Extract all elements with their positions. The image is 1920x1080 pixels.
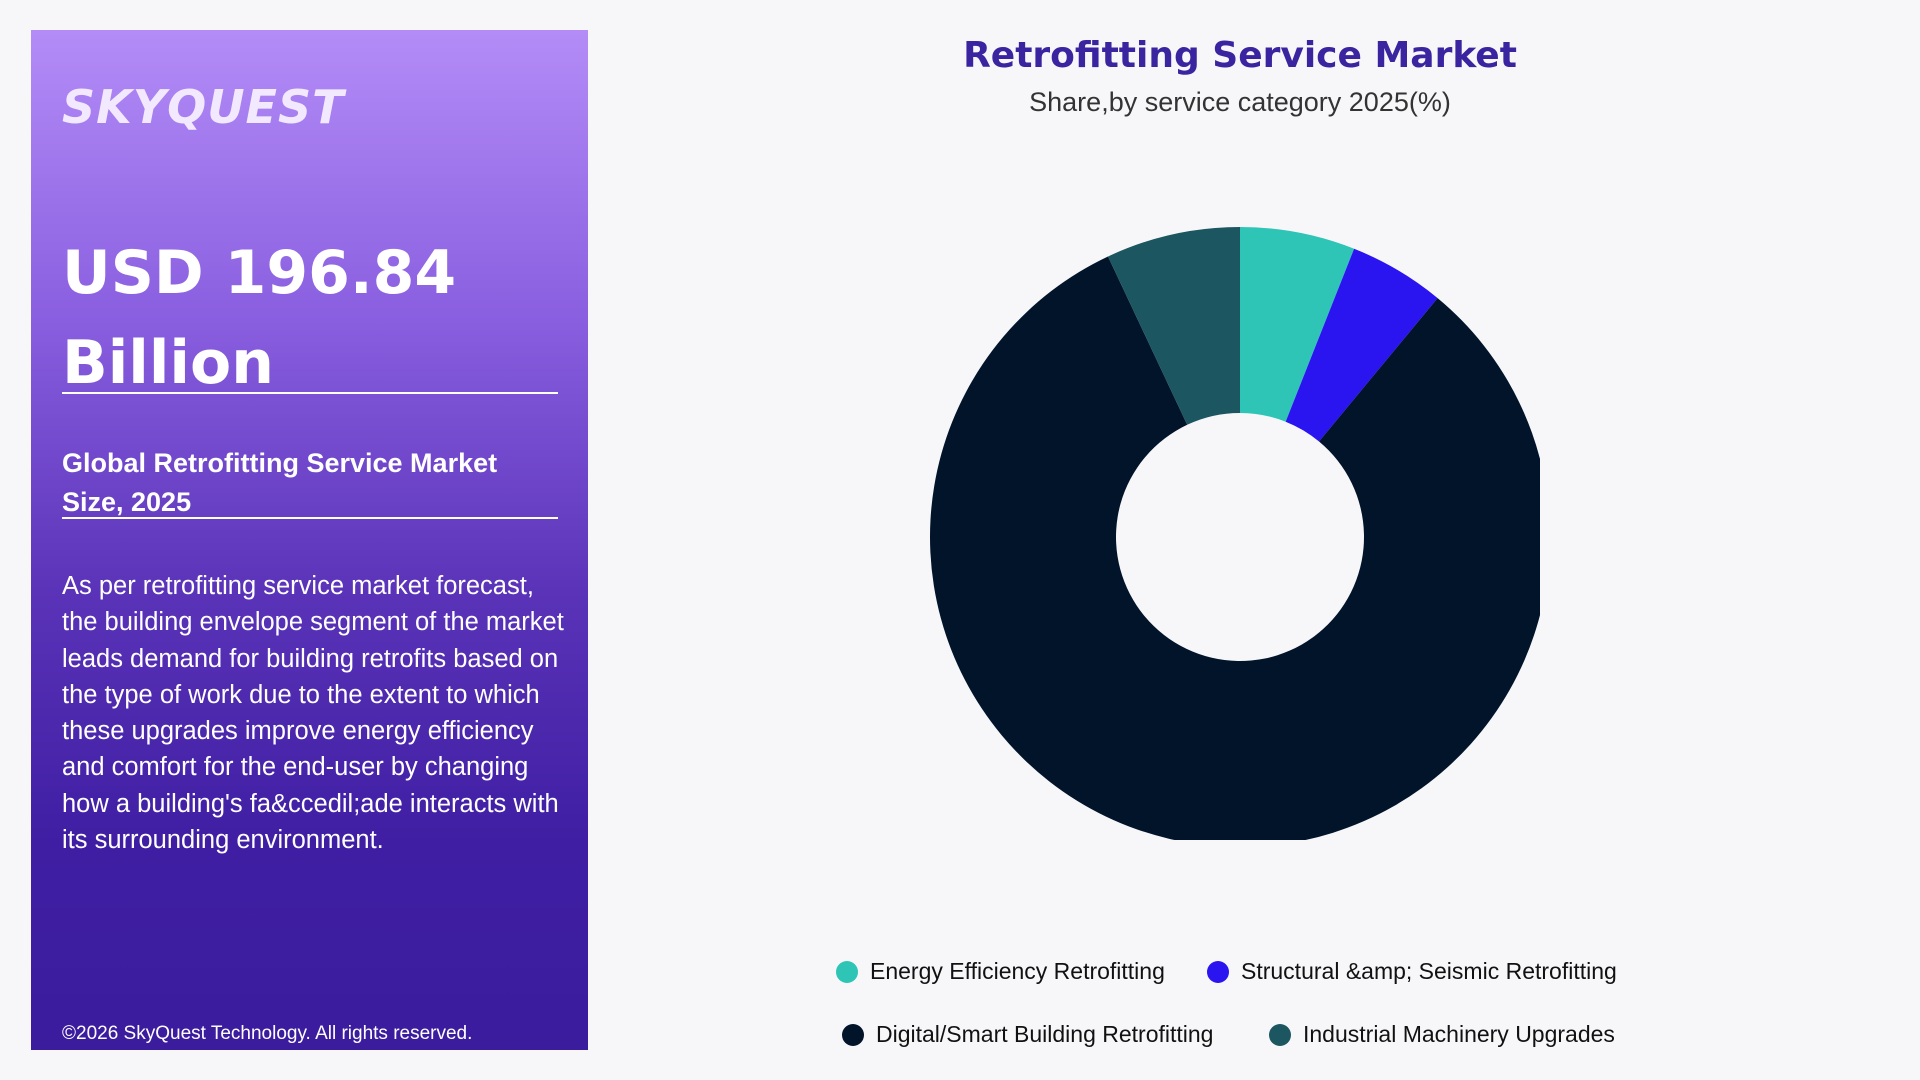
chart-title: Retrofitting Service Market <box>963 35 1517 76</box>
legend-item-digital-smart: Digital/Smart Building Retrofitting <box>842 1021 1213 1048</box>
slice-industrial-machinery <box>1108 227 1240 425</box>
legend-item-energy-efficiency: Energy Efficiency Retrofitting <box>836 958 1165 985</box>
skyquest-logo: SKYQUEST <box>62 80 345 134</box>
legend-label: Digital/Smart Building Retrofitting <box>876 1021 1214 1047</box>
market-size-label: Global Retrofitting Service Market Size,… <box>62 448 498 517</box>
legend-swatch <box>1269 1023 1291 1046</box>
market-size-value: USD 196.84 Billion <box>62 238 457 398</box>
legend-label: Structural &amp; Seismic Retrofitting <box>1241 958 1617 984</box>
legend-item-industrial-machinery: Industrial Machinery Upgrades <box>1269 1021 1615 1048</box>
legend-swatch <box>836 960 858 983</box>
market-description: As per retrofitting service market forec… <box>62 572 564 855</box>
slice-digital-smart <box>930 256 1540 840</box>
divider-top <box>62 392 558 394</box>
legend-item-structural-seismic: Structural &amp; Seismic Retrofitting <box>1207 958 1617 985</box>
legend-swatch <box>1207 960 1229 983</box>
donut-chart <box>930 227 1540 840</box>
copyright-text: ©2026 SkyQuest Technology. All rights re… <box>62 1023 473 1044</box>
legend-swatch <box>842 1023 864 1046</box>
slice-energy-efficiency <box>1240 227 1355 422</box>
legend-label: Energy Efficiency Retrofitting <box>870 958 1165 984</box>
legend-label: Industrial Machinery Upgrades <box>1303 1021 1615 1047</box>
summary-panel: SKYQUEST USD 196.84 Billion Global Retro… <box>31 30 588 1050</box>
divider-bottom <box>62 517 558 519</box>
slice-structural-seismic <box>1285 248 1438 442</box>
chart-subtitle: Share,by service category 2025(%) <box>1029 87 1451 117</box>
